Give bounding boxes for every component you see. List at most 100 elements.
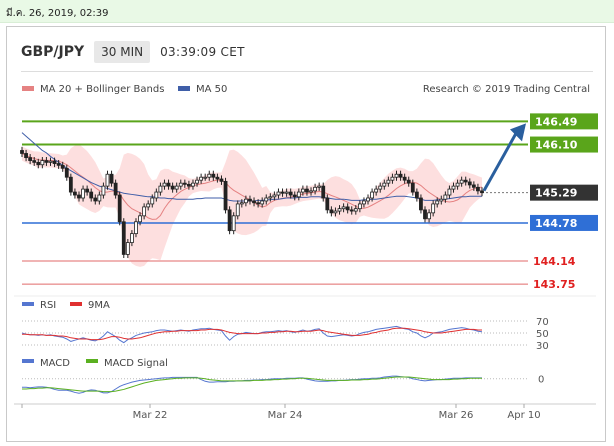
price-tag-bg-144.78 <box>530 214 598 231</box>
chart-header: GBP/JPY 30 MIN 03:39:09 CET <box>21 40 245 64</box>
candle-body-45 <box>203 176 208 179</box>
candle-body-42 <box>191 182 195 187</box>
candle-body-98 <box>419 197 423 211</box>
candle-body-25 <box>121 221 126 255</box>
candle-body-4 <box>36 161 41 166</box>
price-tag-143.75: 143.75 <box>533 278 575 291</box>
x-tick-label-3: Apr 10 <box>507 410 540 421</box>
candle-body-65 <box>284 191 289 194</box>
rsi-tick-30: 30 <box>536 341 549 352</box>
candle-body-34 <box>158 185 163 193</box>
candle-body-19 <box>97 194 102 202</box>
candle-body-28 <box>134 221 138 235</box>
candle-body-105 <box>447 188 452 196</box>
candle-body-109 <box>463 179 468 183</box>
candle-body-71 <box>309 190 313 193</box>
candle-body-73 <box>317 185 322 188</box>
macd-signal-line <box>22 376 482 393</box>
candle-body-5 <box>40 160 45 166</box>
candle-body-29 <box>138 215 142 223</box>
candle-body-48 <box>215 176 220 180</box>
rsi-legend: RSI 9MA <box>22 300 110 311</box>
price-tag-145.29: 145.29 <box>535 187 577 200</box>
candle-body-56 <box>248 198 252 202</box>
candle-body-18 <box>93 197 98 202</box>
candle-body-100 <box>427 212 431 220</box>
candle-body-106 <box>451 185 456 190</box>
date-bar: มี.ค. 26, 2019, 02:39 <box>0 0 614 23</box>
candle-body-24 <box>117 194 122 223</box>
candle-body-89 <box>382 182 387 187</box>
x-tick-label-1: Mar 24 <box>268 410 303 421</box>
macd-legend-swatch-0 <box>22 359 34 363</box>
candle-body-86 <box>370 191 374 199</box>
candle-body-90 <box>386 179 391 184</box>
candle-body-46 <box>207 173 212 178</box>
candle-body-7 <box>48 160 53 163</box>
candle-body-55 <box>243 198 248 204</box>
candle-body-91 <box>390 176 395 181</box>
candle-body-99 <box>423 209 427 220</box>
header-divider <box>21 71 593 72</box>
chart-panel: GBP/JPY 30 MIN 03:39:09 CET <box>6 26 606 442</box>
rsi-legend-swatch-1 <box>70 302 82 306</box>
candle-body-103 <box>439 198 444 202</box>
candle-body-79 <box>341 206 346 210</box>
candle-body-67 <box>292 194 297 198</box>
macd-legend: MACD MACD Signal <box>22 358 168 369</box>
timeframe-badge[interactable]: 30 MIN <box>94 41 151 63</box>
candle-body-97 <box>414 191 419 199</box>
candle-body-77 <box>333 210 338 214</box>
x-tick-label-2: Mar 26 <box>439 410 474 421</box>
legend-swatch-1 <box>178 86 190 91</box>
price-tag-144.78: 144.78 <box>535 217 577 230</box>
candle-body-39 <box>178 182 183 187</box>
rsi-line <box>21 325 483 344</box>
candle-body-35 <box>162 182 167 187</box>
candle-body-50 <box>223 180 228 211</box>
macd-legend-label-1: MACD Signal <box>104 358 168 369</box>
rsi-tick-50: 50 <box>536 329 549 340</box>
level-lines <box>22 120 528 285</box>
legend-label-0: MA 20 + Bollinger Bands <box>40 84 164 95</box>
candle-body-93 <box>398 173 403 178</box>
candle-body-96 <box>410 182 415 193</box>
rsi-legend-swatch-0 <box>22 302 34 306</box>
candle-body-76 <box>329 209 334 214</box>
candle-body-13 <box>73 191 77 196</box>
ma50-line <box>21 132 482 202</box>
candle-body-15 <box>81 188 85 199</box>
macd-legend-label-0: MACD <box>40 358 70 369</box>
candle-body-23 <box>113 182 118 196</box>
candle-body-84 <box>362 200 366 205</box>
candle-body-60 <box>264 197 269 202</box>
macd-tick-0: 0 <box>538 375 544 386</box>
candle-body-47 <box>211 173 216 178</box>
price-tags: 146.49 146.10 145.29 144.78 144.14 143.75 <box>530 113 598 291</box>
candle-body-94 <box>402 176 407 181</box>
candle-body-107 <box>455 182 460 187</box>
candle-body-78 <box>337 208 342 212</box>
credit-text: Research © 2019 Trading Central <box>423 84 590 95</box>
candle-body-88 <box>378 185 383 190</box>
candle-body-49 <box>219 178 224 182</box>
candle-body-113 <box>480 190 484 194</box>
rsi-legend-label-0: RSI <box>40 300 56 311</box>
candle-body-32 <box>150 197 155 205</box>
candle-body-26 <box>125 242 130 255</box>
candle-body-63 <box>276 191 281 196</box>
candle-body-38 <box>174 185 179 190</box>
price-tag-146.49: 146.49 <box>535 115 577 128</box>
legend-swatch-0 <box>22 86 34 91</box>
candle-body-62 <box>272 194 277 198</box>
candle-body-0 <box>20 150 24 154</box>
candle-body-20 <box>101 185 106 196</box>
forecast-arrow-line <box>482 132 518 192</box>
price-tag-bg-146.10 <box>530 136 598 153</box>
candle-body-6 <box>44 160 49 163</box>
date-text: มี.ค. 26, 2019, 02:39 <box>6 8 109 19</box>
candle-body-31 <box>146 203 151 208</box>
candle-body-102 <box>435 200 440 205</box>
rsi-tick-70: 70 <box>536 317 549 328</box>
price-tag-144.14: 144.14 <box>533 255 576 268</box>
